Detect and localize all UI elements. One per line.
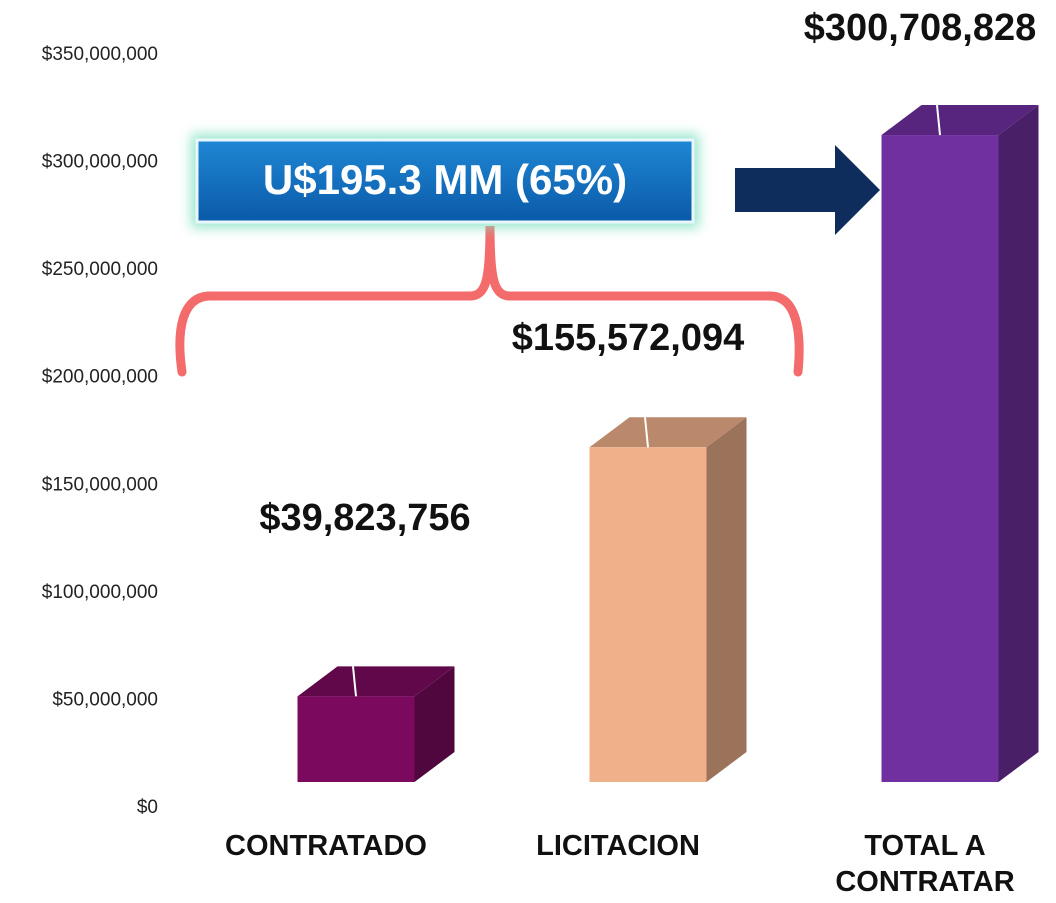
annotation-box: [195, 138, 695, 224]
bar-top: [297, 666, 455, 697]
leader: [644, 417, 649, 448]
leader: [352, 666, 357, 697]
x-tick-label: LICITACION: [536, 830, 700, 862]
bar-front: [589, 447, 707, 782]
y-tick-label: $200,000,000: [42, 367, 158, 388]
bar: [881, 104, 1039, 782]
bar: [589, 417, 747, 782]
arrow: [735, 145, 880, 235]
y-tick-label: $350,000,000: [42, 44, 158, 65]
leader: [936, 104, 941, 136]
value-label: $300,708,828: [804, 7, 1036, 49]
value-label: $155,572,094: [512, 317, 744, 359]
bar-top: [589, 417, 747, 448]
y-tick-label: $300,000,000: [42, 152, 158, 173]
x-tick-label: TOTAL A CONTRATAR: [835, 830, 1015, 898]
y-tick-label: $150,000,000: [42, 474, 158, 495]
bar-front: [297, 696, 415, 782]
bar-top: [881, 105, 1039, 136]
bar-front: [881, 135, 999, 782]
y-tick-label: $50,000,000: [52, 689, 158, 710]
bar-side: [414, 666, 455, 782]
annotation: U$195.3 MM (65%): [263, 156, 627, 203]
y-tick-label: $100,000,000: [42, 582, 158, 603]
bar: [297, 666, 455, 782]
x-tick-label: CONTRATADO: [225, 830, 427, 862]
bar-side: [998, 105, 1039, 782]
value-label: $39,823,756: [259, 497, 470, 539]
y-tick-label: $0: [137, 797, 158, 818]
y-tick-label: $250,000,000: [42, 259, 158, 280]
plot: $0 $50,000,000 $100,000,000 $150,000,000 $20…: [42, 7, 1039, 818]
bar-side: [706, 417, 747, 782]
